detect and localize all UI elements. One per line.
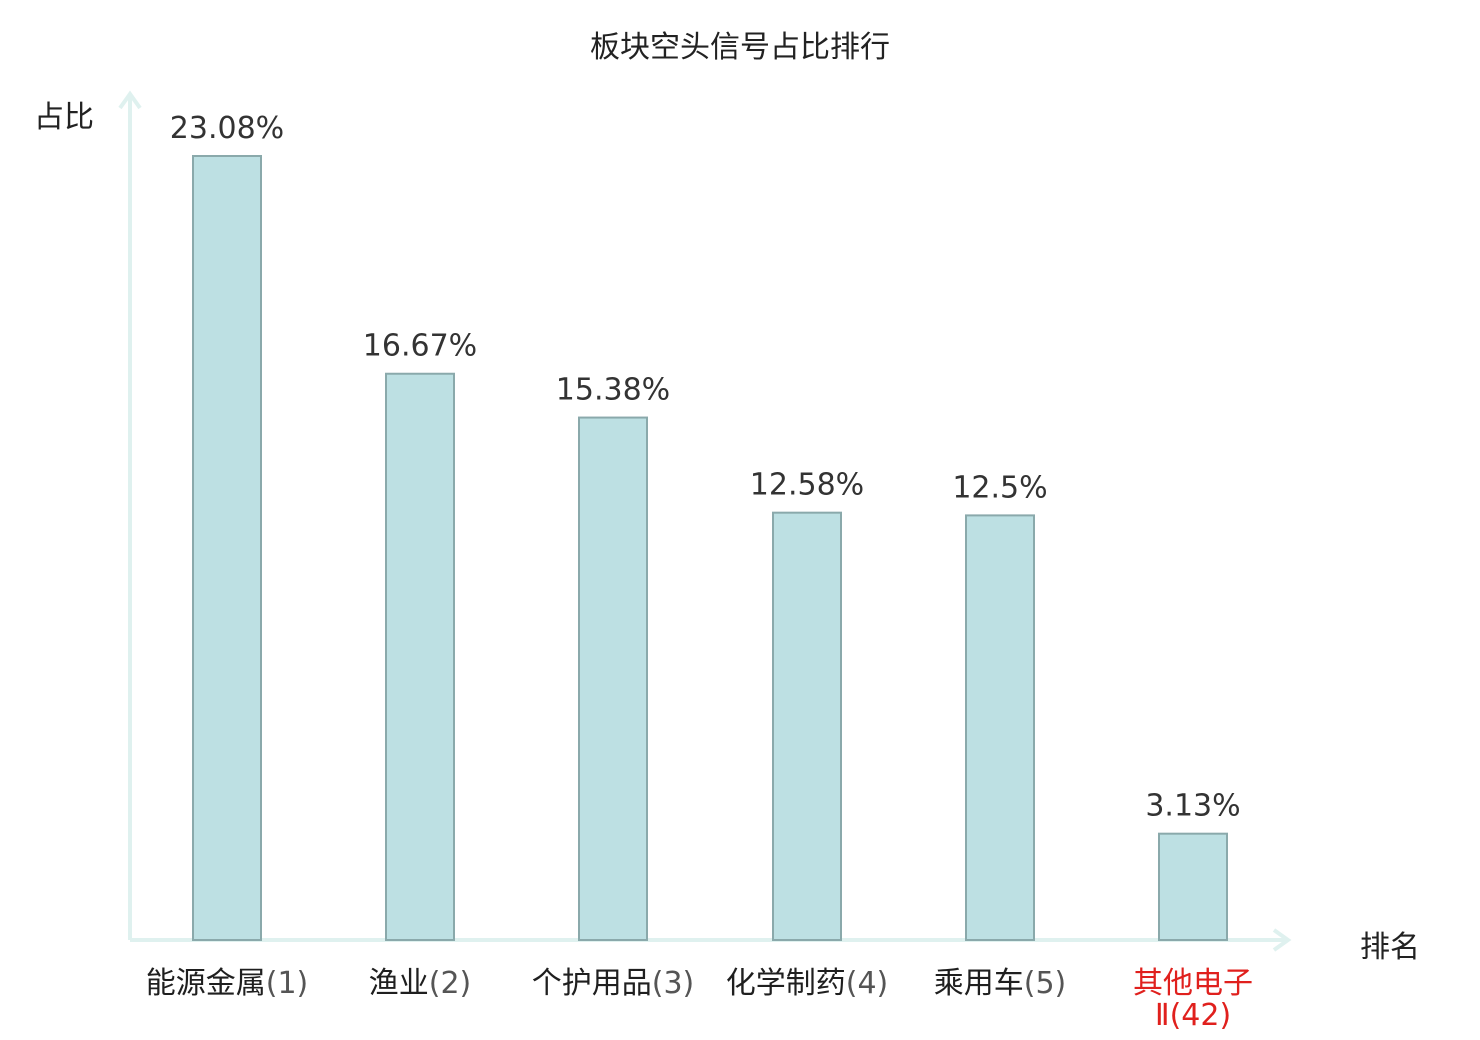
bar <box>772 511 842 941</box>
x-tick-rank: (2) <box>429 966 472 1001</box>
value-labels-group: 23.08% 16.67% 15.38% 12.58% 12.5% 3.13% <box>170 111 1241 824</box>
x-tick-name: 能源金属 <box>146 966 266 1001</box>
bars-group <box>192 155 1228 942</box>
x-tick-rank: (3) <box>652 966 695 1001</box>
bar-value-label: 12.5% <box>952 470 1047 505</box>
bar <box>192 155 262 941</box>
bar-value-label: 16.67% <box>363 329 477 364</box>
bar-value-label: 15.38% <box>556 373 670 408</box>
x-tick-label: 化学制药(4) <box>726 966 889 1001</box>
x-tick-label: 其他电子 <box>1133 966 1253 1001</box>
chart-title: 板块空头信号占比排行 <box>590 30 890 65</box>
bar-value-label: 12.58% <box>750 468 864 503</box>
x-tick-rank: (1) <box>266 966 309 1001</box>
y-axis-arrow <box>118 90 142 110</box>
x-tick-label: 个护用品(3) <box>532 966 695 1001</box>
x-tick-name: 化学制药 <box>726 966 846 1001</box>
bar-value-label: 3.13% <box>1145 789 1240 824</box>
x-tick-name: 乘用车 <box>934 966 1024 1001</box>
x-tick-label: 渔业(2) <box>369 966 472 1001</box>
axes <box>118 90 1292 952</box>
bar <box>1158 832 1228 942</box>
x-tick-rank: (4) <box>846 966 889 1001</box>
bar <box>965 514 1035 941</box>
x-tick-name: 个护用品 <box>532 966 652 1001</box>
x-axis-label: 排名 <box>1360 930 1420 965</box>
y-axis-label: 占比 <box>34 100 94 135</box>
bar <box>385 372 455 941</box>
category-labels-group: 能源金属(1) 渔业(2) 个护用品(3) 化学制药(4) 乘用车(5) 其他电子Ⅱ(42… <box>146 966 1253 1033</box>
bar-value-label: 23.08% <box>170 111 284 146</box>
x-tick-name: 渔业 <box>369 966 429 1001</box>
bar <box>578 416 648 941</box>
x-tick-rank: (5) <box>1024 966 1067 1001</box>
x-tick-label: 能源金属(1) <box>146 966 309 1001</box>
x-tick-rank: Ⅱ(42) <box>1155 998 1231 1033</box>
x-tick-label: 乘用车(5) <box>934 966 1067 1001</box>
x-axis-arrow <box>1272 928 1292 952</box>
